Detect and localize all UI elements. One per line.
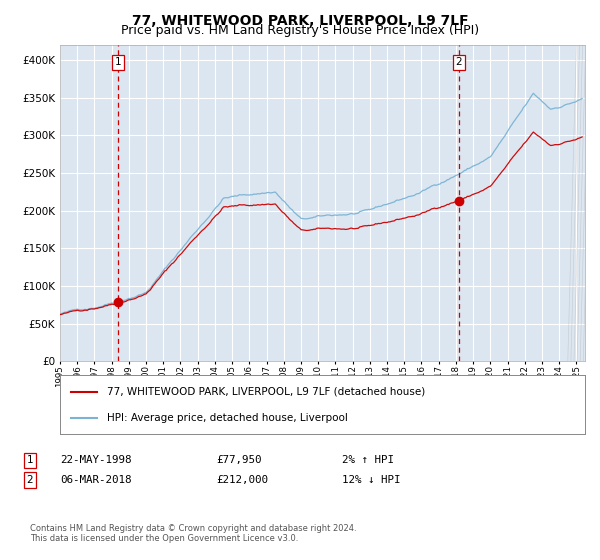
Text: £77,950: £77,950 — [216, 455, 262, 465]
Text: 1: 1 — [26, 455, 34, 465]
Text: 12% ↓ HPI: 12% ↓ HPI — [342, 475, 401, 485]
Text: 77, WHITEWOOD PARK, LIVERPOOL, L9 7LF (detached house): 77, WHITEWOOD PARK, LIVERPOOL, L9 7LF (d… — [107, 386, 425, 396]
Text: 2: 2 — [455, 57, 463, 67]
Text: 2% ↑ HPI: 2% ↑ HPI — [342, 455, 394, 465]
Text: Price paid vs. HM Land Registry's House Price Index (HPI): Price paid vs. HM Land Registry's House … — [121, 24, 479, 37]
Text: Contains HM Land Registry data © Crown copyright and database right 2024.
This d: Contains HM Land Registry data © Crown c… — [30, 524, 356, 543]
Text: 2: 2 — [26, 475, 34, 485]
Text: 06-MAR-2018: 06-MAR-2018 — [60, 475, 131, 485]
Text: 1: 1 — [115, 57, 122, 67]
Text: 22-MAY-1998: 22-MAY-1998 — [60, 455, 131, 465]
Text: 77, WHITEWOOD PARK, LIVERPOOL, L9 7LF: 77, WHITEWOOD PARK, LIVERPOOL, L9 7LF — [131, 14, 469, 28]
Text: HPI: Average price, detached house, Liverpool: HPI: Average price, detached house, Live… — [107, 413, 348, 423]
Text: £212,000: £212,000 — [216, 475, 268, 485]
